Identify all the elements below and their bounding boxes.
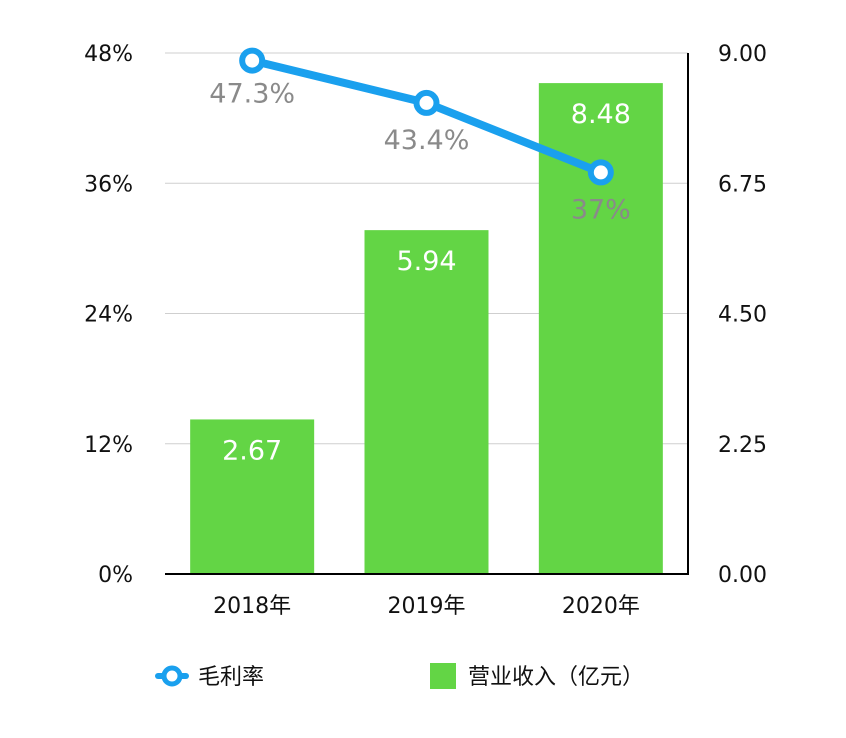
bar-series: 2.67 5.94 8.48 bbox=[190, 83, 663, 574]
legend-line-marker bbox=[161, 665, 183, 687]
legend-label-gross-margin: 毛利率 bbox=[198, 665, 264, 690]
legend-label-revenue: 营业收入（亿元） bbox=[468, 665, 644, 690]
line-value-label: 43.4% bbox=[384, 125, 470, 156]
line-value-label: 47.3% bbox=[209, 79, 295, 110]
bar bbox=[364, 230, 489, 574]
left-tick-label: 24% bbox=[84, 303, 133, 328]
right-tick-label: 2.25 bbox=[718, 433, 767, 458]
bar bbox=[190, 419, 315, 574]
line-point bbox=[239, 47, 266, 74]
left-tick-label: 0% bbox=[98, 563, 133, 588]
right-tick-label: 9.00 bbox=[718, 42, 767, 67]
tick-labels: 0% 0.00 12% 2.25 24% 4.50 36% 6.75 48% 9.00 2018年 2… bbox=[84, 42, 767, 619]
right-tick-label: 6.75 bbox=[718, 172, 767, 197]
category-label: 2018年 bbox=[213, 594, 291, 619]
line-value-label: 37% bbox=[571, 194, 631, 225]
category-label: 2019年 bbox=[388, 594, 466, 619]
left-tick-label: 12% bbox=[84, 433, 133, 458]
left-tick-label: 48% bbox=[84, 42, 133, 67]
left-tick-label: 36% bbox=[84, 172, 133, 197]
legend: 毛利率 营业收入（亿元） bbox=[155, 663, 644, 690]
right-tick-label: 4.50 bbox=[718, 303, 767, 328]
bar-value-label: 5.94 bbox=[396, 246, 456, 277]
bar-value-label: 8.48 bbox=[571, 99, 631, 130]
bar-value-label: 2.67 bbox=[222, 435, 282, 466]
line-point bbox=[587, 159, 614, 186]
line-point bbox=[413, 89, 440, 116]
axes bbox=[165, 53, 689, 575]
category-label: 2020年 bbox=[562, 594, 640, 619]
right-tick-label: 0.00 bbox=[718, 563, 767, 588]
legend-bar-swatch bbox=[430, 663, 456, 689]
line-series: 47.3% 43.4% 37% bbox=[209, 47, 631, 225]
